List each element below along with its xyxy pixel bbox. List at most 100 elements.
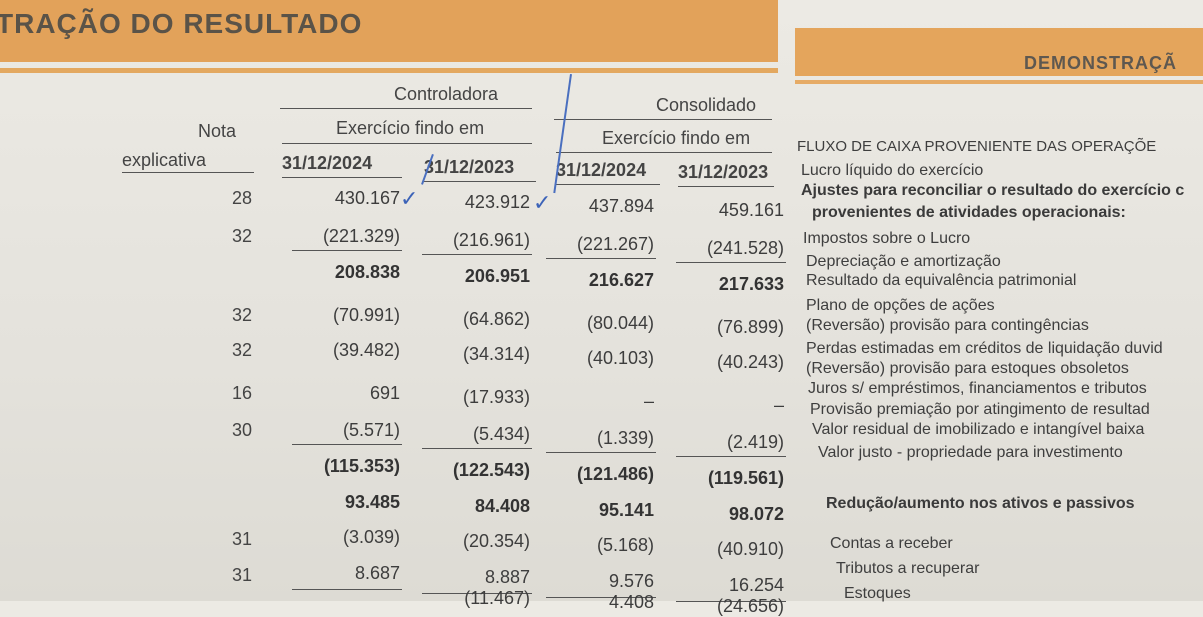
table-cell: 208.838 xyxy=(334,262,400,282)
cell-underline xyxy=(546,597,656,598)
table-cell: 93.485 xyxy=(344,492,400,512)
header-date-cons-2023: 31/12/2023 xyxy=(678,162,769,182)
cashflow-item: Tributos a recuperar xyxy=(836,560,980,577)
header-exercicio-consolidado: Exercício findo em xyxy=(602,128,751,148)
table-cell: 206.951 xyxy=(464,266,530,286)
header-band-right xyxy=(795,28,1203,76)
table-cell: (11.467) xyxy=(464,588,530,608)
header-consolidado: Consolidado xyxy=(656,95,757,115)
row-nota: 31 xyxy=(231,565,253,585)
row-nota: 28 xyxy=(231,188,253,208)
cashflow-item: Perdas estimadas em créditos de liquidaç… xyxy=(806,340,1163,357)
rule-controladora xyxy=(280,108,532,109)
table-cell: 8.887 xyxy=(484,567,530,587)
table-cell: 437.894 xyxy=(588,196,654,216)
table-cell: (5.434) xyxy=(472,424,530,444)
table-cell: 423.912 xyxy=(464,192,530,212)
header-explicativa: explicativa xyxy=(122,150,207,170)
table-cell: (5.571) xyxy=(342,420,400,440)
table-cell: (40.243) xyxy=(716,352,784,372)
table-cell: (76.899) xyxy=(716,317,784,337)
table-cell: (115.353) xyxy=(323,456,400,476)
cell-underline xyxy=(676,262,786,263)
section-title-right: DEMONSTRAÇÃ xyxy=(1024,53,1177,73)
table-cell: – xyxy=(773,395,784,415)
table-cell: (39.482) xyxy=(332,340,400,360)
table-cell: (40.910) xyxy=(716,539,784,559)
table-cell: (20.354) xyxy=(462,531,530,551)
cashflow-item: Valor justo - propriedade para investime… xyxy=(818,444,1123,461)
header-band-left xyxy=(0,0,778,62)
cashflow-item: Depreciação e amortização xyxy=(806,253,1001,270)
table-cell: (1.339) xyxy=(596,428,654,448)
cell-underline xyxy=(546,258,656,259)
table-cell: (3.039) xyxy=(342,527,400,547)
cashflow-item: (Reversão) provisão para estoques obsole… xyxy=(806,360,1129,377)
cashflow-item: Impostos sobre o Lucro xyxy=(803,230,971,247)
cell-underline xyxy=(546,452,656,453)
header-rule-left xyxy=(0,68,778,73)
rule-consolidado xyxy=(554,119,772,120)
checkmark-icon: ✓ xyxy=(400,186,419,211)
table-cell: 4.408 xyxy=(608,592,654,612)
table-cell: (5.168) xyxy=(596,535,654,555)
header-nota: Nota xyxy=(198,121,237,141)
header-date-ctrl-2023: 31/12/2023 xyxy=(424,157,515,177)
cell-underline xyxy=(292,250,402,251)
rule-explicativa xyxy=(122,172,254,173)
row-nota: 31 xyxy=(231,529,253,549)
cashflow-item: Plano de opções de ações xyxy=(806,297,995,314)
cell-underline xyxy=(676,456,786,457)
cashflow-item: Lucro líquido do exercício xyxy=(801,162,984,179)
rule-date-3 xyxy=(556,184,660,185)
table-cell: 98.072 xyxy=(728,504,784,524)
table-cell: (70.991) xyxy=(332,305,400,325)
table-cell: (119.561) xyxy=(707,468,784,488)
table-cell: 84.408 xyxy=(474,496,530,516)
header-date-cons-2024: 31/12/2024 xyxy=(556,160,647,180)
header-date-ctrl-2024: 31/12/2024 xyxy=(282,153,373,173)
table-cell: 691 xyxy=(369,383,400,403)
table-cell: (2.419) xyxy=(726,432,784,452)
table-cell: (80.044) xyxy=(586,313,654,333)
table-cell: (64.862) xyxy=(462,309,530,329)
table-cell: (241.528) xyxy=(706,238,784,258)
cashflow-item: (Reversão) provisão para contingências xyxy=(806,317,1089,334)
cashflow-item: Juros s/ empréstimos, financiamentos e t… xyxy=(808,380,1147,397)
cell-underline xyxy=(422,593,532,594)
cell-underline xyxy=(422,254,532,255)
table-cell: 217.633 xyxy=(718,274,784,294)
table-cell: 216.627 xyxy=(588,270,654,290)
checkmark-icon: ✓ xyxy=(533,190,552,215)
header-rule-right xyxy=(795,80,1203,84)
table-cell: 16.254 xyxy=(728,575,784,595)
section-title-left: TRAÇÃO DO RESULTADO xyxy=(0,8,363,39)
rule-date-2 xyxy=(424,181,536,182)
rule-exercicio-controladora xyxy=(282,143,532,144)
table-cell: (34.314) xyxy=(462,344,530,364)
rule-exercicio-consolidado xyxy=(556,152,772,153)
cell-underline xyxy=(422,448,532,449)
cashflow-item: Estoques xyxy=(844,585,911,602)
table-cell: (221.267) xyxy=(576,234,654,254)
cell-underline xyxy=(292,589,402,590)
table-cell: (216.961) xyxy=(452,230,530,250)
table-cell: 459.161 xyxy=(718,200,784,220)
table-cell: (40.103) xyxy=(586,348,654,368)
cashflow-heading: FLUXO DE CAIXA PROVENIENTE DAS OPERAÇÕE xyxy=(797,138,1157,155)
cashflow-item: Valor residual de imobilizado e intangív… xyxy=(812,421,1145,438)
table-cell: 95.141 xyxy=(598,500,654,520)
table-cell: (17.933) xyxy=(462,387,530,407)
row-nota: 32 xyxy=(231,226,253,246)
row-nota: 32 xyxy=(231,305,253,325)
cashflow-item: Ajustes para reconciliar o resultado do … xyxy=(801,182,1185,199)
table-cell: (121.486) xyxy=(576,464,654,484)
cashflow-item: Redução/aumento nos ativos e passivos xyxy=(826,495,1135,512)
cashflow-item: provenientes de atividades operacionais: xyxy=(812,204,1126,221)
header-exercicio-controladora: Exercício findo em xyxy=(336,118,485,138)
cell-underline xyxy=(292,444,402,445)
rule-date-4 xyxy=(678,186,774,187)
rule-date-1 xyxy=(282,177,402,178)
table-cell: – xyxy=(643,391,654,411)
table-cell: 9.576 xyxy=(608,571,654,591)
